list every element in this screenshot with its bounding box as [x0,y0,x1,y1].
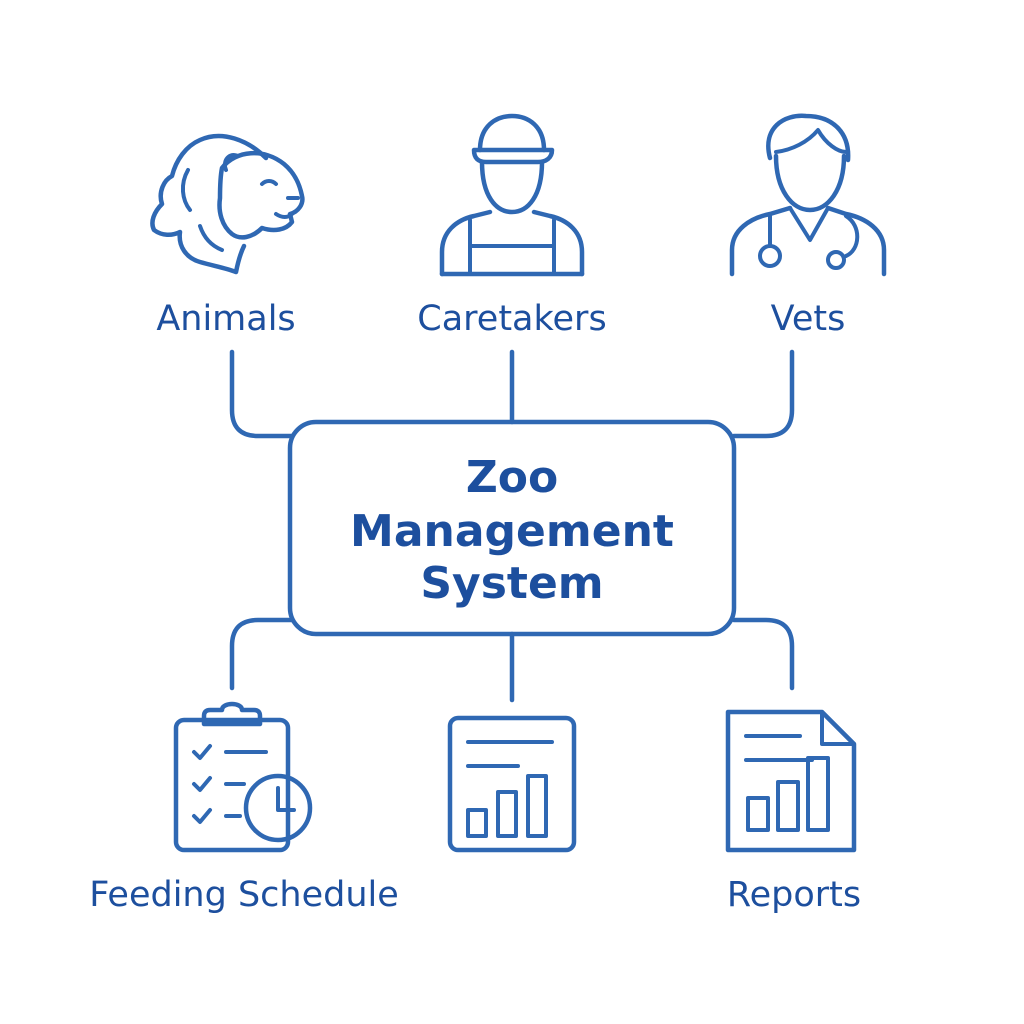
central-title-line-2: Management [350,506,674,557]
connector-reports [731,617,795,691]
connectors [229,349,795,703]
node-label-reports: Reports [727,875,861,915]
connector-animals [229,349,295,439]
node-label-vets: Vets [771,299,846,339]
lion-icon [150,133,305,275]
central-title-line-3: System [420,558,603,609]
bar-chart-window-icon [447,715,577,853]
connector-feeding [229,617,295,691]
connector-vets [731,349,795,439]
central-title-line-1: Zoo [466,452,558,503]
node-label-feeding: Feeding Schedule [89,875,399,915]
node-label-animals: Animals [156,299,295,339]
clipboard-clock-icon [173,701,313,853]
central-node: Zoo Management System [287,419,737,637]
veterinarian-icon [729,113,887,277]
report-document-icon [725,709,857,853]
central-box [287,419,737,637]
caretaker-icon [439,113,585,277]
node-label-caretakers: Caretakers [417,299,606,339]
